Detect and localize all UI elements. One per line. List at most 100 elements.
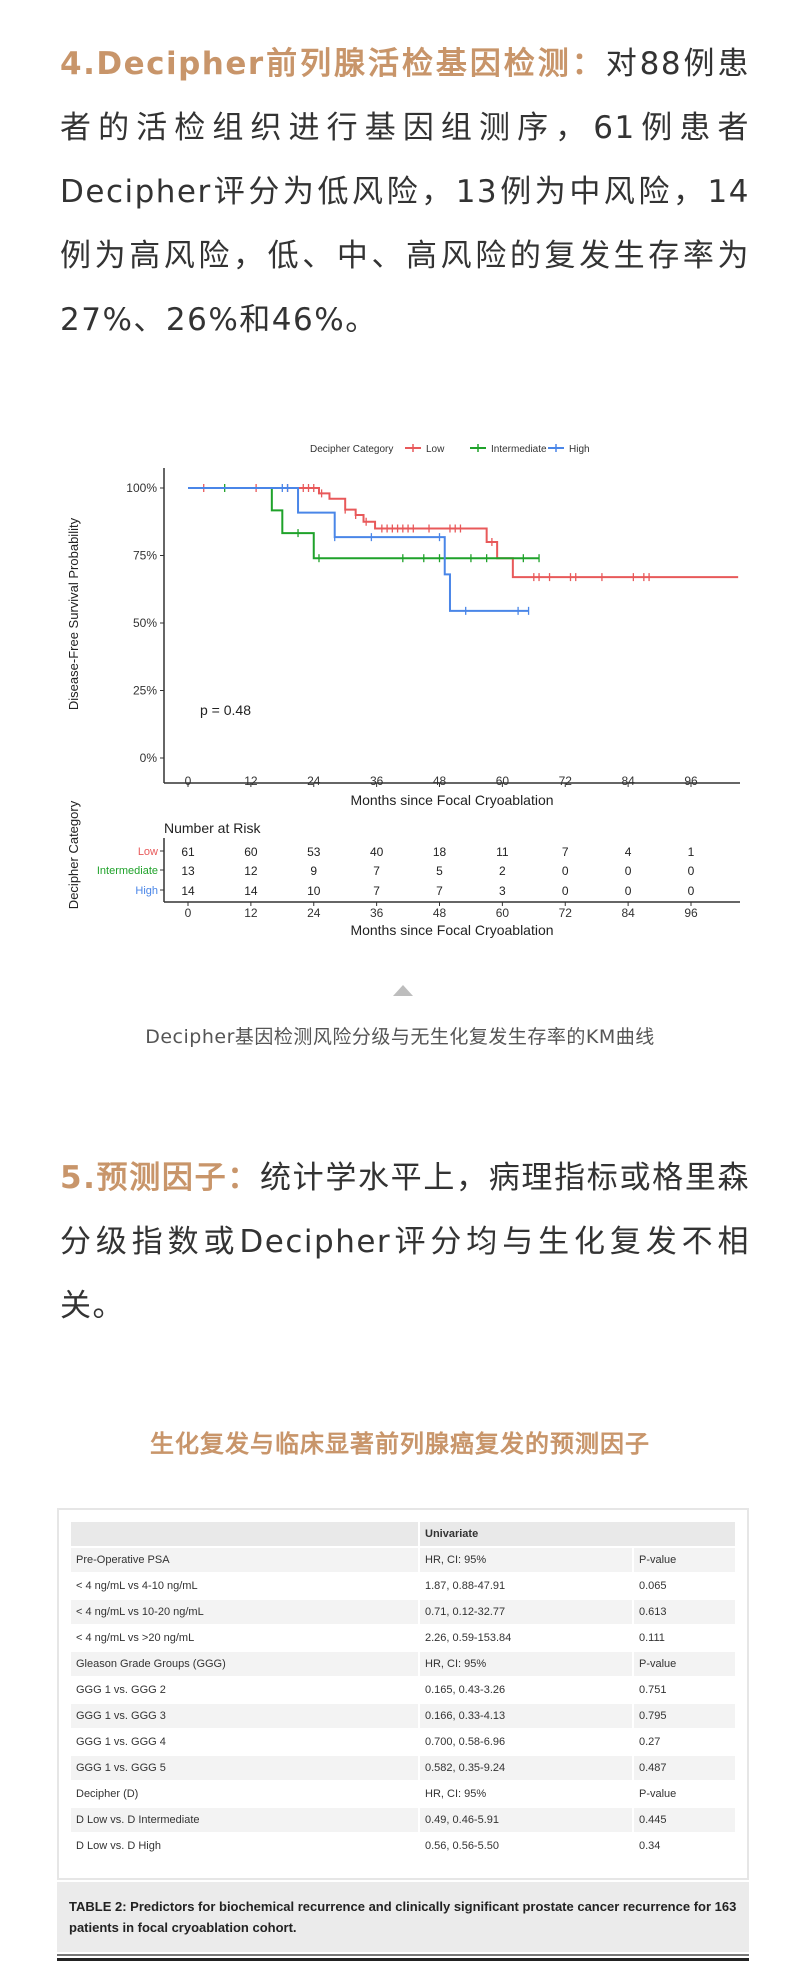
km-curve-intermediate: [188, 487, 540, 560]
row-label: < 4 ng/mL vs >20 ng/mL: [76, 1632, 195, 1644]
hr-ci-cell: 0.56, 0.56-5.50: [425, 1840, 500, 1852]
risk-count: 0: [562, 864, 569, 878]
table-row: GGG 1 vs. GGG 4 0.700, 0.58-6.96 0.27: [71, 1730, 735, 1754]
p-value-cell: 0.445: [634, 1808, 735, 1832]
caption-triangle-icon: [393, 985, 413, 996]
risk-row-label-high: High: [135, 885, 158, 897]
risk-x-tick-label: 36: [370, 906, 384, 920]
table-row: GGG 1 vs. GGG 3 0.166, 0.33-4.13 0.795: [71, 1704, 735, 1728]
risk-count: 2: [499, 864, 506, 878]
table-row: Decipher (D) HR, CI: 95% P-value: [71, 1782, 735, 1806]
p-value-cell: P-value: [634, 1548, 735, 1572]
risk-count: 5: [436, 864, 443, 878]
hr-ci-cell: 0.165, 0.43-3.26: [425, 1684, 506, 1696]
section-4-body: 对88例患者的活检组织进行基因组测序，61例患者Decipher评分为低风险，1…: [60, 46, 750, 338]
hr-ci-cell: 0.582, 0.35-9.24: [420, 1756, 632, 1780]
header-empty-cell: [71, 1522, 418, 1546]
table-row: GGG 1 vs. GGG 5 0.582, 0.35-9.24 0.487: [71, 1756, 735, 1780]
row-label: < 4 ng/mL vs 4-10 ng/mL: [76, 1580, 198, 1592]
hr-ci-cell: HR, CI: 95%: [420, 1548, 632, 1572]
row-label: GGG 1 vs. GGG 5: [71, 1756, 418, 1780]
p-value-cell: 0.751: [639, 1684, 667, 1696]
row-label: GGG 1 vs. GGG 3: [71, 1704, 418, 1728]
risk-count: 14: [244, 884, 258, 898]
table-header-row: Univariate: [71, 1522, 735, 1546]
x-tick-label: 36: [370, 774, 384, 788]
risk-count: 12: [244, 864, 258, 878]
risk-row-label-low: Low: [138, 846, 158, 858]
section-5-paragraph: 5.预测因子：统计学水平上，病理指标或格里森分级指数或Decipher评分均与生…: [60, 1146, 750, 1338]
x-tick-label: 60: [496, 774, 510, 788]
table-row: D Low vs. D High 0.56, 0.56-5.50 0.34: [71, 1834, 735, 1858]
risk-count: 7: [373, 864, 380, 878]
p-value-cell: 0.795: [634, 1704, 735, 1728]
y-tick-label: 0%: [140, 751, 158, 765]
section-4-paragraph: 4.Decipher前列腺活检基因检测：对88例患者的活检组织进行基因组测序，6…: [60, 32, 750, 352]
p-value-cell: 0.613: [634, 1600, 735, 1624]
risk-count: 0: [688, 884, 695, 898]
y-axis-label: Disease-Free Survival Probability: [66, 517, 81, 710]
risk-x-tick-label: 48: [433, 906, 447, 920]
row-label: Gleason Grade Groups (GGG): [71, 1652, 418, 1676]
risk-count: 53: [307, 845, 321, 859]
y-tick-label: 25%: [133, 684, 157, 698]
divider: [57, 1958, 749, 1961]
x-tick-label: 84: [621, 774, 635, 788]
row-label: Decipher (D): [76, 1788, 139, 1800]
risk-count: 18: [433, 845, 447, 859]
p-value-cell: P-value: [634, 1652, 735, 1676]
risk-count: 0: [625, 884, 632, 898]
row-label: < 4 ng/mL vs 10-20 ng/mL: [71, 1600, 418, 1624]
p-value-cell: 0.065: [639, 1580, 667, 1592]
risk-count: 4: [625, 845, 632, 859]
section-4-heading: 4.Decipher前列腺活检基因检测：: [60, 46, 606, 82]
risk-count: 7: [373, 884, 380, 898]
y-tick-label: 75%: [133, 549, 157, 563]
table-row: Pre-Operative PSA HR, CI: 95% P-value: [71, 1548, 735, 1572]
risk-count: 0: [625, 864, 632, 878]
hr-ci-cell: 0.700, 0.58-6.96: [425, 1736, 506, 1748]
risk-count: 0: [562, 884, 569, 898]
table-row: < 4 ng/mL vs >20 ng/mL 2.26, 0.59-153.84 0…: [71, 1626, 735, 1650]
x-axis-label: Months since Focal Cryoablation: [350, 792, 553, 808]
table-row: Gleason Grade Groups (GGG) HR, CI: 95% P-v…: [71, 1652, 735, 1676]
risk-count: 11: [496, 845, 509, 859]
x-tick-label: 48: [433, 774, 447, 788]
risk-count: 14: [181, 884, 195, 898]
risk-row-label-intermediate: Intermediate: [97, 865, 158, 877]
km-survival-chart: Decipher Category Low Intermediate High0%25…: [66, 444, 740, 938]
legend-label-high: High: [569, 444, 590, 455]
p-value-cell: P-value: [639, 1788, 677, 1800]
predictors-table-box: Univariate Pre-Operative PSA HR, CI: 95% P…: [57, 1508, 749, 1880]
hr-ci-cell: 0.166, 0.33-4.13: [420, 1704, 632, 1728]
risk-table-title: Number at Risk: [164, 820, 261, 836]
risk-count: 3: [499, 884, 506, 898]
p-value-annotation: p = 0.48: [200, 702, 251, 718]
y-tick-label: 50%: [133, 616, 157, 630]
risk-count: 1: [688, 845, 695, 859]
risk-count: 60: [244, 845, 258, 859]
risk-count: 0: [688, 864, 695, 878]
risk-x-tick-label: 60: [496, 906, 510, 920]
table-row: < 4 ng/mL vs 4-10 ng/mL 1.87, 0.88-47.91 0…: [71, 1574, 735, 1598]
x-tick-label: 96: [684, 774, 698, 788]
table-title: 生化复发与临床显著前列腺癌复发的预测因子: [150, 1430, 650, 1458]
risk-x-tick-label: 24: [307, 906, 321, 920]
x-tick-label: 12: [244, 774, 258, 788]
row-label: Pre-Operative PSA: [71, 1548, 418, 1572]
table-caption: TABLE 2: Predictors for biochemical recu…: [57, 1882, 749, 1952]
hr-ci-cell: 1.87, 0.88-47.91: [425, 1580, 506, 1592]
row-label: D Low vs. D High: [76, 1840, 161, 1852]
hr-ci-cell: HR, CI: 95%: [425, 1788, 487, 1800]
row-label: D Low vs. D Intermediate: [71, 1808, 418, 1832]
row-label: GGG 1 vs. GGG 4: [76, 1736, 166, 1748]
risk-count: 7: [562, 845, 569, 859]
hr-ci-cell: 0.49, 0.46-5.91: [420, 1808, 632, 1832]
x-tick-label: 24: [307, 774, 321, 788]
p-value-cell: 0.111: [639, 1632, 665, 1644]
section-5-body: 统计学水平上，病理指标或格里森分级指数或Decipher评分均与生化复发不相关。: [60, 1160, 750, 1324]
hr-ci-cell: 0.71, 0.12-32.77: [420, 1600, 632, 1624]
risk-count: 9: [310, 864, 317, 878]
risk-count: 61: [181, 845, 195, 859]
table-row: < 4 ng/mL vs 10-20 ng/mL 0.71, 0.12-32.77…: [71, 1600, 735, 1624]
